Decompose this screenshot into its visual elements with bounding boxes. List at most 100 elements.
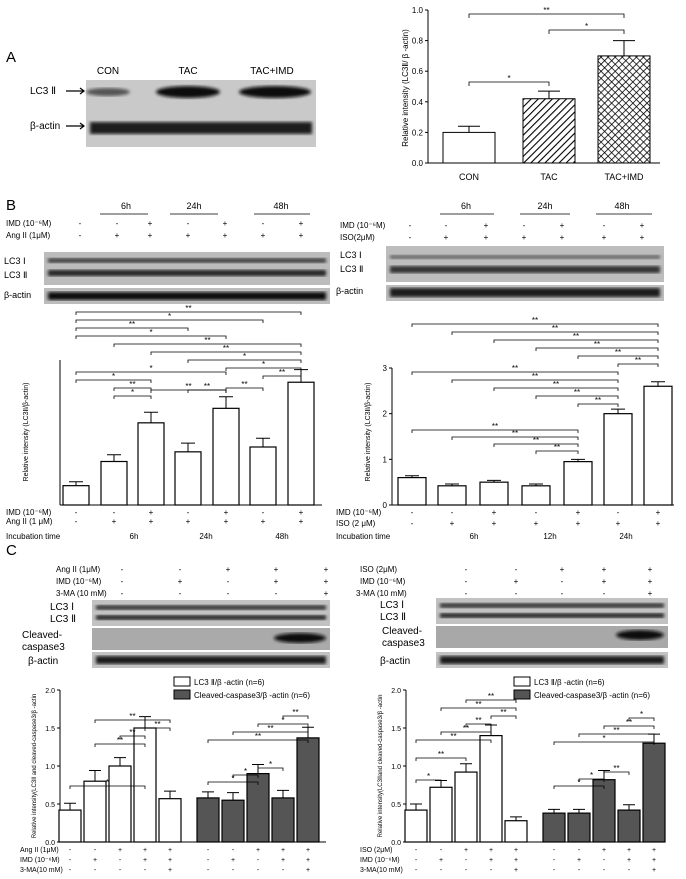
significance-bracket	[577, 355, 659, 359]
charts-layer: 0.0 0.2 0.4 0.6 0.8 1.0 Relative intensity (LC…	[23, 6, 674, 874]
legend-swatch-caspase	[173, 689, 191, 700]
error-bar	[623, 804, 635, 811]
error-bar	[227, 792, 239, 801]
significance-label: **	[117, 736, 123, 745]
significance-bracket	[493, 339, 659, 343]
condition-sign: -	[465, 857, 468, 864]
condition-sign: -	[79, 231, 82, 240]
condition-sign: +	[93, 857, 97, 864]
y-tick-label: 0.6	[412, 67, 424, 76]
condition-sign: +	[514, 847, 518, 854]
row-label: IMD (10⁻⁶M)	[56, 577, 102, 586]
condition-sign: +	[640, 233, 645, 242]
condition-sign: -	[603, 589, 606, 598]
y-tick-label: 3	[383, 364, 388, 373]
blot-row-caspase3: caspase3	[382, 638, 425, 649]
row-label: ISO (2μM)	[360, 847, 392, 854]
significance-label: **	[533, 436, 539, 445]
row-label: ISO (2 μM)	[336, 519, 376, 528]
significance-label: **	[475, 700, 481, 709]
significance-bracket	[577, 403, 619, 407]
condition-sign: -	[440, 847, 443, 854]
significance-bracket	[75, 319, 264, 323]
condition-sign: -	[603, 221, 606, 230]
condition-sign: +	[168, 857, 172, 864]
condition-sign: +	[648, 589, 653, 598]
error-bar	[405, 475, 419, 478]
significance-bracket	[603, 725, 655, 729]
error-bar	[114, 757, 126, 766]
y-axis-title: Relative intensity(LC3Ⅱand cleaved-caspa…	[378, 695, 384, 838]
time-label: 12h	[543, 532, 556, 541]
condition-sign: -	[553, 847, 556, 854]
row-label: IMD (10⁻⁶M)	[360, 577, 406, 586]
significance-label: **	[553, 380, 559, 389]
significance-label: **	[532, 372, 538, 381]
condition-sign: +	[576, 508, 581, 517]
time-label: 24h	[199, 532, 212, 541]
error-bar	[139, 716, 151, 728]
significance-label: **	[292, 708, 298, 717]
bar	[479, 734, 503, 843]
legend-swatch-caspase	[513, 689, 531, 700]
panel-c-right-blot: ISO (2μM) IMD (10⁻⁶M) 3-MA (10 mM) - - + + +…	[356, 565, 668, 668]
bar	[137, 422, 165, 506]
time-label: 24h	[537, 201, 552, 211]
y-tick-label: 2	[383, 410, 388, 419]
blot-row-cleaved: Cleaved-	[22, 630, 62, 641]
panel-b-right-conditions: IMD (10⁻⁶M) ISO (2 μM) Incubation time 6…	[336, 508, 633, 541]
condition-sign: +	[484, 233, 489, 242]
significance-bracket	[535, 395, 619, 399]
legend-swatch-lc3	[173, 676, 191, 687]
condition-sign: +	[115, 231, 120, 240]
condition-sign: -	[578, 867, 581, 874]
bar	[196, 797, 220, 843]
condition-sign: +	[223, 219, 228, 228]
y-axis-title: Relative intensity(LC3Ⅱ and cleaved-casp…	[32, 694, 38, 838]
condition-sign: +	[224, 508, 229, 517]
blot-row-lc3ii: LC3 Ⅱ	[4, 270, 27, 280]
significance-label: **	[626, 718, 632, 727]
legend-left: LC3 Ⅱ/β -actin (n=6) Cleaved-caspase3/β …	[173, 676, 310, 700]
row-label: IMD (10⁻⁶M)	[6, 219, 52, 228]
error-bar	[611, 408, 625, 414]
blot-band	[48, 258, 326, 263]
y-tick-label: 1.5	[391, 726, 401, 733]
significance-bracket	[415, 739, 492, 743]
condition-sign: +	[514, 577, 519, 586]
panel-label-a: A	[6, 49, 16, 66]
significance-bracket	[282, 715, 309, 719]
condition-sign: +	[261, 231, 266, 240]
significance-label: **	[574, 388, 580, 397]
time-label: 48h	[275, 532, 288, 541]
significance-bracket	[94, 743, 146, 747]
row-label: ISO (2μM)	[360, 565, 397, 574]
condition-sign: -	[262, 219, 265, 228]
error-bar	[181, 442, 195, 452]
condition-sign: +	[560, 565, 565, 574]
condition-sign: +	[489, 847, 493, 854]
y-axis-title: Relative intensity (LC3Ⅱ/β-actin)	[23, 383, 30, 482]
time-label: 24h	[619, 532, 632, 541]
bar	[642, 742, 666, 843]
condition-sign: -	[440, 867, 443, 874]
bar	[442, 131, 496, 164]
condition-sign: -	[179, 565, 182, 574]
condition-sign: -	[207, 857, 210, 864]
significance-label: **	[543, 6, 549, 15]
condition-sign: +	[306, 847, 310, 854]
significance-label: *	[590, 771, 593, 780]
condition-sign: -	[144, 867, 147, 874]
y-tick-label: 0.0	[412, 159, 424, 168]
condition-sign: +	[143, 847, 147, 854]
bar	[454, 771, 478, 843]
significance-label: *	[168, 312, 171, 321]
row-label: Ang II (1μM)	[56, 565, 101, 574]
condition-sign: -	[207, 867, 210, 874]
significance-label: **	[154, 720, 160, 729]
blot-band	[440, 603, 664, 608]
row-label: IMD (10⁻⁶M)	[340, 221, 386, 230]
error-bar	[613, 40, 635, 56]
bar	[287, 381, 315, 506]
